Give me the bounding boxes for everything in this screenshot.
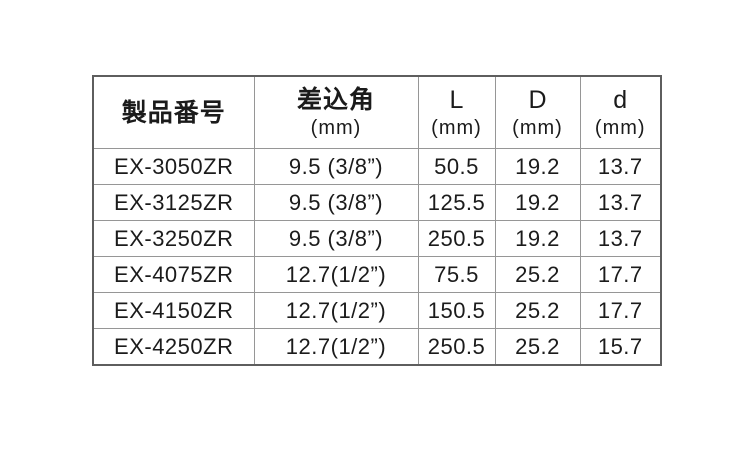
cell-drive-size: 9.5 (3/8”) [253, 148, 419, 185]
cell-diameter-D: 19.2 [494, 148, 581, 185]
table-row: EX-4150ZR 12.7(1/2”) 150.5 25.2 17.7 [92, 292, 662, 329]
cell-length-L: 125.5 [417, 184, 496, 221]
cell-length-L: 75.5 [417, 256, 496, 293]
column-unit: (mm) [310, 116, 362, 139]
cell-diameter-d: 17.7 [579, 256, 662, 293]
table-row: EX-3050ZR 9.5 (3/8”) 50.5 19.2 13.7 [92, 148, 662, 185]
cell-length-L: 250.5 [417, 328, 496, 366]
cell-diameter-D: 25.2 [494, 292, 581, 329]
column-header-diameter-D: D (mm) [494, 75, 581, 149]
column-label: 製品番号 [121, 98, 226, 127]
cell-product-number: EX-4250ZR [92, 328, 255, 366]
column-label: L [449, 85, 464, 114]
column-header-product-number: 製品番号 [92, 75, 255, 149]
cell-diameter-D: 25.2 [494, 256, 581, 293]
cell-diameter-d: 13.7 [579, 220, 662, 257]
column-unit: (mm) [431, 116, 482, 139]
table-row: EX-4075ZR 12.7(1/2”) 75.5 25.2 17.7 [92, 256, 662, 293]
cell-product-number: EX-3050ZR [92, 148, 255, 185]
table-row: EX-4250ZR 12.7(1/2”) 250.5 25.2 15.7 [92, 328, 662, 366]
header-row: 製品番号 差込角 (mm) L (mm) D (mm) d (mm) [92, 75, 662, 149]
column-header-drive-size: 差込角 (mm) [253, 75, 419, 149]
cell-product-number: EX-3125ZR [92, 184, 255, 221]
table-header: 製品番号 差込角 (mm) L (mm) D (mm) d (mm) [92, 75, 662, 149]
cell-diameter-D: 19.2 [494, 220, 581, 257]
cell-diameter-d: 17.7 [579, 292, 662, 329]
cell-drive-size: 12.7(1/2”) [253, 328, 419, 366]
table-row: EX-3250ZR 9.5 (3/8”) 250.5 19.2 13.7 [92, 220, 662, 257]
column-label: d [613, 85, 628, 114]
cell-product-number: EX-4075ZR [92, 256, 255, 293]
spec-table: 製品番号 差込角 (mm) L (mm) D (mm) d (mm) [92, 75, 662, 366]
cell-diameter-D: 19.2 [494, 184, 581, 221]
cell-drive-size: 9.5 (3/8”) [253, 184, 419, 221]
cell-diameter-d: 13.7 [579, 184, 662, 221]
column-label: 差込角 [296, 85, 375, 114]
cell-product-number: EX-4150ZR [92, 292, 255, 329]
cell-length-L: 50.5 [417, 148, 496, 185]
cell-diameter-D: 25.2 [494, 328, 581, 366]
column-label: D [528, 85, 547, 114]
column-header-length-L: L (mm) [417, 75, 496, 149]
column-unit: (mm) [512, 116, 563, 139]
cell-drive-size: 12.7(1/2”) [253, 292, 419, 329]
cell-diameter-d: 15.7 [579, 328, 662, 366]
table-row: EX-3125ZR 9.5 (3/8”) 125.5 19.2 13.7 [92, 184, 662, 221]
cell-length-L: 150.5 [417, 292, 496, 329]
column-header-diameter-d: d (mm) [579, 75, 662, 149]
cell-diameter-d: 13.7 [579, 148, 662, 185]
cell-drive-size: 9.5 (3/8”) [253, 220, 419, 257]
cell-product-number: EX-3250ZR [92, 220, 255, 257]
cell-length-L: 250.5 [417, 220, 496, 257]
column-unit: (mm) [594, 116, 646, 139]
table-body: EX-3050ZR 9.5 (3/8”) 50.5 19.2 13.7 EX-3… [92, 148, 662, 366]
cell-drive-size: 12.7(1/2”) [253, 256, 419, 293]
